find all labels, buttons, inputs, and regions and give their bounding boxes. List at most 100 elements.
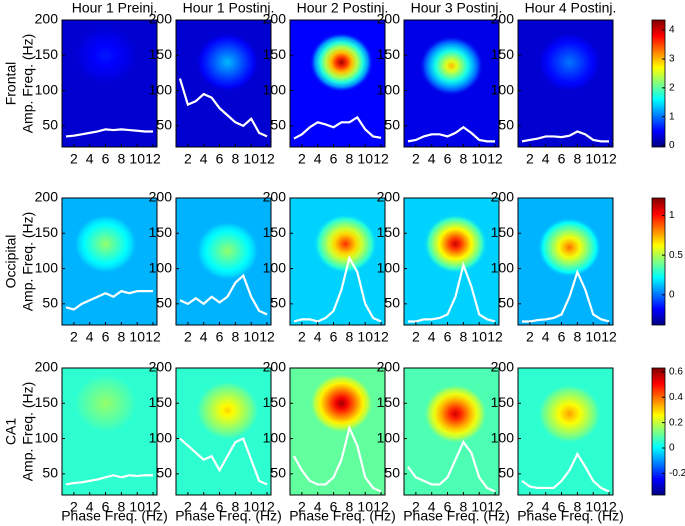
colorbar-tick-label: 3 bbox=[669, 54, 675, 65]
line-series bbox=[65, 474, 154, 486]
panel bbox=[518, 20, 613, 147]
panel-title: Hour 2 Postinj. bbox=[297, 0, 389, 16]
axes-frame bbox=[289, 367, 386, 496]
x-tick-label: 6 bbox=[558, 329, 566, 345]
heatmap-peak bbox=[313, 213, 378, 274]
y-tick-label: 100 bbox=[491, 429, 515, 445]
y-tick-label: 100 bbox=[491, 81, 515, 97]
y-tick-label: 150 bbox=[491, 46, 515, 62]
x-tick-label: 12 bbox=[373, 151, 389, 167]
heatmap-peak bbox=[537, 32, 602, 93]
x-tick-label: 10 bbox=[471, 151, 487, 167]
x-tick-label: 4 bbox=[542, 329, 550, 345]
line-series bbox=[179, 437, 268, 486]
line-series bbox=[407, 261, 496, 323]
x-tick-label: 4 bbox=[200, 499, 208, 515]
y-tick-label: 200 bbox=[263, 359, 287, 375]
heatmap-peak bbox=[537, 383, 602, 444]
x-tick-label: 12 bbox=[487, 329, 503, 345]
y-axis-label: Amp. Freq. (Hz) bbox=[20, 382, 36, 482]
x-tick-label: 6 bbox=[216, 499, 224, 515]
axes-frame bbox=[289, 19, 386, 148]
colorbar-tick-label: 0.2 bbox=[669, 417, 683, 428]
panel-title: Hour 1 Preinj. bbox=[72, 0, 158, 16]
x-tick-label: 10 bbox=[357, 499, 373, 515]
x-tick-label: 8 bbox=[345, 329, 353, 345]
panel bbox=[404, 20, 499, 147]
colorbar-tick-label: 0.5 bbox=[669, 250, 683, 261]
x-tick-label: 10 bbox=[129, 499, 145, 515]
x-tick-label: 4 bbox=[86, 329, 94, 345]
x-tick-label: 6 bbox=[216, 329, 224, 345]
x-tick-label: 2 bbox=[184, 151, 192, 167]
x-tick-label: 8 bbox=[231, 329, 239, 345]
panel-title: Hour 3 Postinj. bbox=[411, 0, 503, 16]
y-tick-label: 50 bbox=[384, 295, 400, 311]
axes-frame bbox=[517, 19, 614, 148]
x-tick-label: 4 bbox=[428, 329, 436, 345]
x-tick-label: 10 bbox=[243, 329, 259, 345]
heatmap-peak bbox=[73, 373, 138, 434]
x-tick-label: 12 bbox=[259, 151, 275, 167]
x-tick-label: 4 bbox=[542, 499, 550, 515]
y-tick-label: 50 bbox=[498, 465, 514, 481]
panel bbox=[62, 20, 157, 147]
y-tick-label: 50 bbox=[42, 465, 58, 481]
y-tick-label: 200 bbox=[263, 11, 287, 27]
y-tick-label: 200 bbox=[491, 11, 515, 27]
y-tick-label: 150 bbox=[149, 224, 173, 240]
x-tick-label: 12 bbox=[487, 499, 503, 515]
x-tick-label: 8 bbox=[231, 499, 239, 515]
colorbar-tick-label: 0 bbox=[669, 140, 675, 151]
panel bbox=[404, 198, 499, 325]
panel bbox=[176, 368, 271, 495]
x-tick-label: 10 bbox=[243, 499, 259, 515]
y-tick-label: 50 bbox=[156, 465, 172, 481]
line-series bbox=[521, 269, 610, 323]
x-tick-label: 4 bbox=[86, 499, 94, 515]
x-tick-label: 4 bbox=[428, 499, 436, 515]
x-tick-label: 12 bbox=[259, 329, 275, 345]
y-tick-label: 100 bbox=[35, 81, 59, 97]
x-tick-label: 10 bbox=[471, 499, 487, 515]
heatmap-peak bbox=[309, 32, 374, 93]
x-tick-label: 6 bbox=[330, 151, 338, 167]
x-tick-label: 2 bbox=[298, 329, 306, 345]
axes-frame bbox=[403, 367, 500, 496]
x-tick-label: 8 bbox=[573, 329, 581, 345]
y-tick-label: 100 bbox=[377, 429, 401, 445]
y-tick-label: 200 bbox=[491, 359, 515, 375]
line-series bbox=[292, 424, 382, 493]
panel bbox=[290, 20, 385, 147]
row-label: Frontal bbox=[3, 62, 19, 106]
row-label: CA1 bbox=[3, 418, 19, 445]
x-tick-label: 12 bbox=[259, 499, 275, 515]
y-tick-label: 100 bbox=[35, 259, 59, 275]
line-series bbox=[178, 78, 268, 138]
x-tick-label: 10 bbox=[585, 329, 601, 345]
x-tick-label: 6 bbox=[444, 499, 452, 515]
x-tick-label: 2 bbox=[412, 499, 420, 515]
heatmap-peak bbox=[309, 373, 374, 434]
y-tick-label: 50 bbox=[270, 295, 286, 311]
x-tick-label: 10 bbox=[129, 329, 145, 345]
y-tick-label: 150 bbox=[377, 394, 401, 410]
x-tick-label: 2 bbox=[70, 151, 78, 167]
y-tick-label: 100 bbox=[263, 259, 287, 275]
line-series bbox=[65, 289, 154, 311]
line-series bbox=[179, 273, 268, 316]
axes-frame bbox=[61, 19, 158, 148]
y-tick-label: 50 bbox=[498, 295, 514, 311]
x-tick-label: 10 bbox=[471, 329, 487, 345]
x-tick-label: 6 bbox=[102, 151, 110, 167]
colorbar-tick-label: 1 bbox=[669, 111, 675, 122]
y-tick-label: 150 bbox=[35, 46, 59, 62]
colorbar-tick-label: 1 bbox=[669, 210, 675, 221]
x-tick-label: 8 bbox=[345, 499, 353, 515]
y-tick-label: 100 bbox=[149, 81, 173, 97]
y-tick-label: 200 bbox=[263, 189, 287, 205]
line-series bbox=[521, 130, 610, 143]
y-tick-label: 50 bbox=[42, 295, 58, 311]
heatmap-peak bbox=[195, 220, 260, 281]
y-tick-label: 200 bbox=[149, 189, 173, 205]
